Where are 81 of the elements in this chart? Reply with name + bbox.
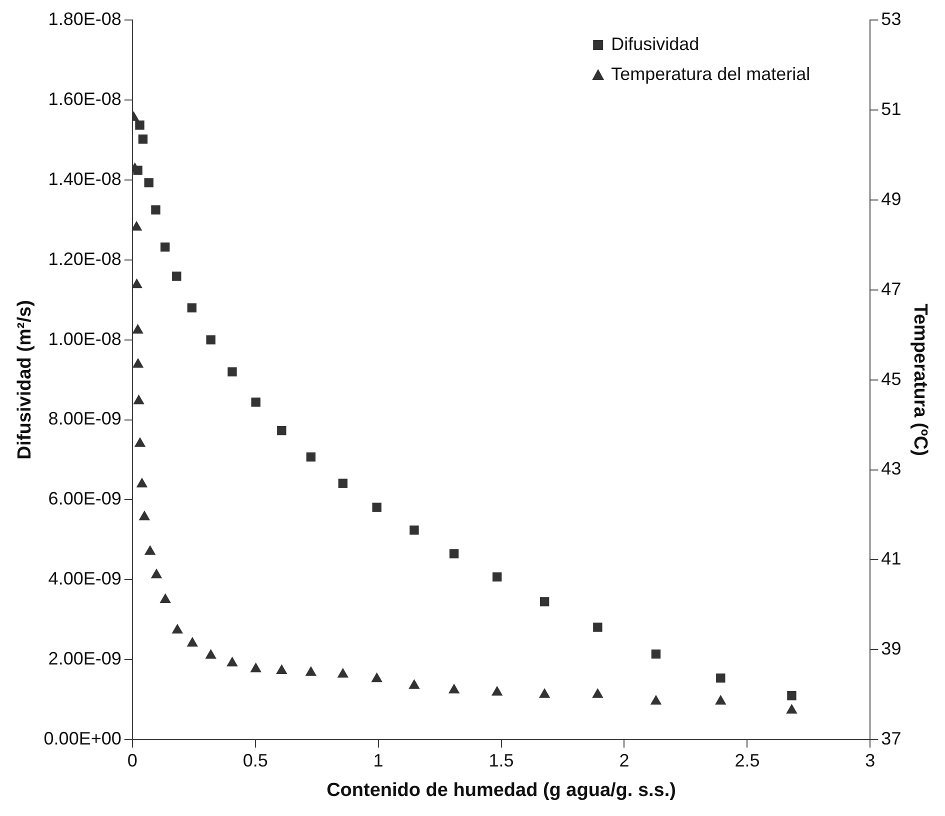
point bbox=[150, 568, 162, 578]
y2-tick-label: 39 bbox=[881, 638, 902, 659]
legend-label: Difusividad bbox=[611, 34, 700, 54]
point bbox=[540, 597, 550, 606]
y-tick-label: 0.00E+00 bbox=[44, 728, 122, 749]
point bbox=[132, 220, 142, 231]
y-tick-label: 1.40E-08 bbox=[48, 168, 122, 189]
point bbox=[276, 664, 288, 674]
point bbox=[251, 398, 260, 407]
point bbox=[787, 691, 796, 700]
point bbox=[715, 694, 726, 705]
y-tick-label: 1.80E-08 bbox=[48, 8, 122, 29]
point bbox=[133, 394, 144, 404]
x-tick-label: 3 bbox=[865, 750, 876, 770]
x-tick-label: 0.5 bbox=[242, 750, 268, 770]
point bbox=[449, 549, 459, 558]
point bbox=[134, 437, 146, 447]
x-tick-label: 2 bbox=[619, 750, 630, 770]
y2-tick-label: 53 bbox=[881, 8, 902, 29]
y-tick-label: 2.00E-09 bbox=[48, 648, 122, 669]
legend-label: Temperatura del material bbox=[611, 64, 810, 84]
point bbox=[337, 668, 349, 678]
point bbox=[151, 205, 160, 214]
point bbox=[492, 572, 502, 582]
point bbox=[132, 358, 144, 368]
point bbox=[172, 624, 184, 634]
point bbox=[305, 666, 317, 676]
y-axis-title: Difusividad (m²/s) bbox=[14, 300, 36, 460]
y2-tick-label: 45 bbox=[881, 368, 902, 389]
point bbox=[132, 324, 144, 334]
x-tick-label: 1.5 bbox=[488, 750, 514, 770]
point bbox=[306, 452, 316, 462]
point bbox=[538, 688, 550, 698]
x-axis-title: Contenido de humedad (g agua/g. s.s.) bbox=[326, 780, 676, 801]
point bbox=[786, 704, 798, 714]
y2-tick-label: 49 bbox=[881, 188, 902, 209]
x-tick-label: 2.5 bbox=[734, 750, 760, 770]
point bbox=[448, 684, 460, 694]
y-tick-label: 4.00E-09 bbox=[48, 568, 122, 589]
y2-tick-label: 51 bbox=[881, 98, 902, 119]
y2-axis-title: Temperatura (ºC) bbox=[909, 304, 930, 456]
point bbox=[228, 367, 237, 376]
point bbox=[187, 303, 196, 312]
y-tick-label: 8.00E-09 bbox=[48, 408, 122, 429]
point bbox=[136, 478, 148, 488]
point bbox=[650, 694, 662, 705]
point bbox=[138, 510, 150, 520]
point bbox=[371, 672, 382, 682]
point bbox=[338, 478, 348, 488]
point bbox=[132, 278, 142, 288]
point bbox=[186, 636, 198, 647]
point bbox=[172, 272, 182, 281]
y2-tick-label: 41 bbox=[881, 548, 902, 569]
x-tick-label: 1 bbox=[373, 750, 384, 770]
point bbox=[144, 178, 154, 188]
point bbox=[593, 622, 602, 632]
point bbox=[410, 526, 419, 535]
y-tick-label: 1.20E-08 bbox=[48, 248, 122, 269]
point bbox=[408, 679, 420, 689]
y2-tick-label: 43 bbox=[881, 458, 902, 479]
point bbox=[592, 688, 604, 698]
point bbox=[160, 242, 170, 252]
point bbox=[138, 134, 148, 144]
point bbox=[372, 502, 382, 512]
point bbox=[277, 426, 286, 436]
point bbox=[226, 656, 238, 666]
point bbox=[144, 545, 156, 555]
point bbox=[205, 648, 216, 659]
point bbox=[651, 649, 661, 659]
y2-tick-label: 37 bbox=[881, 728, 902, 749]
y2-tick-label: 47 bbox=[881, 278, 902, 299]
x-tick-label: 0 bbox=[127, 750, 138, 770]
point bbox=[206, 335, 216, 344]
y-tick-label: 1.60E-08 bbox=[48, 88, 122, 109]
point bbox=[250, 662, 262, 672]
y-tick-label: 1.00E-08 bbox=[48, 328, 122, 349]
point bbox=[160, 593, 171, 603]
point bbox=[135, 120, 144, 130]
y-tick-label: 6.00E-09 bbox=[48, 488, 122, 509]
point bbox=[716, 673, 726, 683]
point bbox=[491, 686, 503, 696]
